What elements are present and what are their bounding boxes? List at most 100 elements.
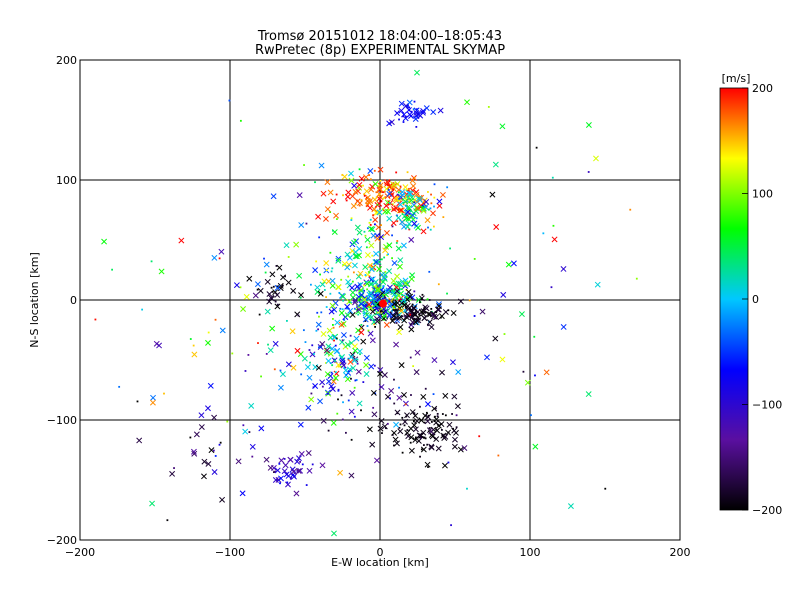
data-point	[244, 370, 247, 372]
data-point	[409, 409, 416, 415]
data-point	[425, 401, 431, 408]
data-point	[435, 301, 442, 308]
data-point	[433, 196, 436, 199]
data-point	[382, 191, 384, 194]
data-point	[327, 373, 334, 379]
data-point	[446, 421, 453, 428]
data-point	[409, 212, 416, 219]
data-point	[331, 530, 337, 537]
data-point	[372, 181, 379, 187]
y-tick-label: 100	[56, 174, 77, 187]
data-point	[396, 314, 403, 321]
data-point	[353, 253, 360, 260]
data-point	[341, 260, 348, 267]
data-point	[324, 347, 330, 354]
data-point	[423, 198, 430, 205]
data-point	[350, 438, 353, 441]
data-point	[337, 389, 340, 392]
data-point	[406, 105, 409, 108]
data-point	[239, 286, 242, 289]
data-point	[251, 455, 254, 458]
data-point	[373, 250, 379, 257]
data-point	[454, 403, 461, 410]
data-point	[522, 370, 525, 373]
data-point	[362, 316, 369, 323]
data-point	[242, 428, 249, 435]
data-point	[366, 301, 372, 308]
data-point	[437, 107, 444, 114]
data-point	[344, 341, 351, 348]
data-point	[381, 297, 384, 300]
data-point	[406, 220, 413, 227]
data-point	[421, 315, 428, 322]
data-point	[408, 447, 415, 454]
data-point	[240, 306, 247, 312]
data-point	[362, 312, 365, 315]
data-point	[405, 433, 412, 440]
data-point	[360, 199, 363, 202]
data-point	[402, 184, 409, 191]
data-point	[331, 324, 334, 326]
data-point	[385, 289, 388, 292]
data-point	[446, 292, 448, 295]
data-point	[265, 353, 268, 355]
data-point	[392, 282, 395, 285]
data-point	[433, 416, 440, 423]
data-point	[419, 455, 421, 458]
data-point	[271, 290, 274, 293]
data-point	[424, 461, 431, 468]
data-point	[336, 218, 338, 220]
data-point	[173, 467, 175, 469]
data-point	[352, 297, 359, 304]
data-point	[344, 303, 351, 310]
data-point	[358, 289, 361, 292]
data-point	[323, 289, 326, 291]
data-point	[368, 314, 375, 321]
data-point	[404, 412, 410, 419]
data-point	[378, 417, 385, 424]
data-point	[399, 423, 402, 426]
data-point	[273, 368, 276, 371]
data-point	[367, 198, 374, 205]
data-point	[567, 503, 574, 510]
data-point	[423, 421, 426, 424]
data-point	[361, 299, 364, 302]
data-point	[358, 291, 365, 298]
data-point	[430, 202, 433, 205]
data-point	[430, 109, 437, 116]
data-point	[379, 310, 382, 313]
x-tick-label: 100	[520, 546, 541, 559]
data-point	[434, 407, 437, 410]
data-point	[423, 105, 430, 112]
data-point	[376, 266, 383, 272]
data-point	[334, 344, 337, 347]
data-point	[468, 299, 471, 302]
data-point	[346, 254, 353, 261]
data-point	[363, 284, 365, 287]
data-point	[403, 209, 410, 216]
data-point	[427, 324, 429, 327]
data-point	[272, 340, 279, 347]
data-point	[413, 290, 416, 293]
data-point	[353, 415, 356, 418]
data-point	[370, 232, 377, 239]
data-point	[391, 257, 393, 260]
data-point	[267, 347, 274, 354]
data-point	[390, 220, 397, 226]
data-point	[368, 304, 374, 311]
data-point	[313, 353, 315, 355]
data-point	[436, 198, 443, 205]
data-point	[381, 208, 384, 211]
data-point	[406, 171, 409, 174]
data-point	[208, 447, 215, 454]
data-point	[389, 183, 396, 190]
data-point	[344, 431, 347, 434]
data-point	[306, 467, 313, 474]
data-point	[368, 242, 375, 249]
data-point	[434, 306, 441, 313]
data-point	[320, 417, 327, 424]
data-point	[457, 298, 464, 305]
data-point	[418, 417, 425, 424]
y-tick-label: −100	[47, 414, 77, 427]
data-point	[379, 271, 385, 278]
